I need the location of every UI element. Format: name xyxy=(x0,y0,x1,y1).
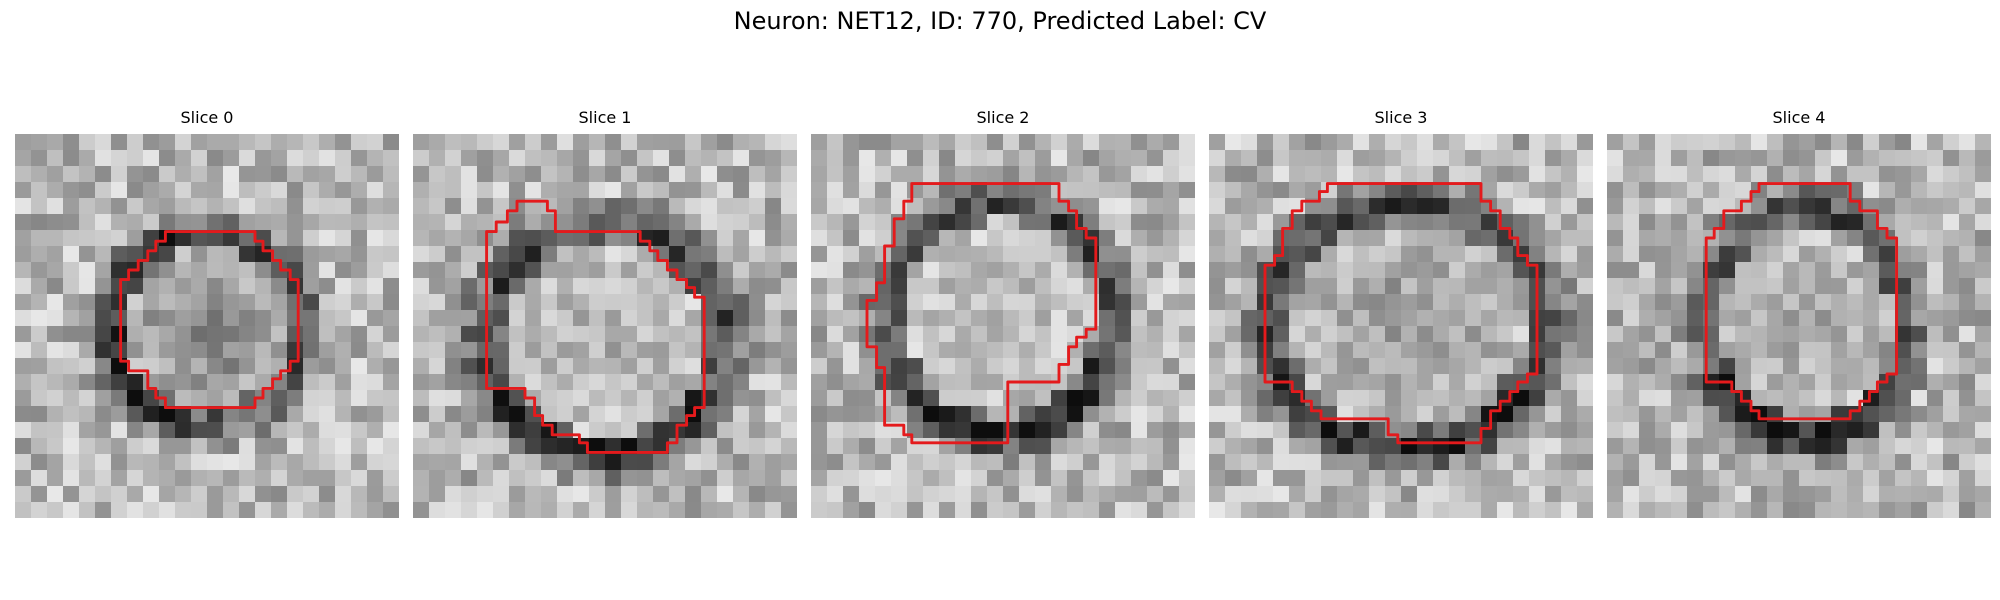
slice-title: Slice 4 xyxy=(1772,108,1826,127)
figure-title: Neuron: NET12, ID: 770, Predicted Label:… xyxy=(733,7,1267,35)
slice-panel-0: Slice 0 xyxy=(15,105,399,518)
pixel-grid xyxy=(1607,134,1991,518)
pixel-grid xyxy=(15,134,399,518)
slice-title: Slice 1 xyxy=(578,108,632,127)
cell-contour xyxy=(1263,182,1539,445)
cell-contour xyxy=(119,230,300,410)
slice-panel-4: Slice 4 xyxy=(1607,105,1991,518)
slice-panel-2: Slice 2 xyxy=(811,105,1195,518)
slice-image xyxy=(811,134,1195,518)
slice-image xyxy=(1209,134,1593,518)
slice-panel-1: Slice 1 xyxy=(413,105,797,518)
pixel-grid xyxy=(811,134,1195,518)
pixel-grid xyxy=(413,134,797,518)
cell-contour xyxy=(1704,182,1899,421)
slice-image xyxy=(1607,134,1991,518)
slice-image xyxy=(15,134,399,518)
cell-contour xyxy=(865,182,1098,445)
slice-title: Slice 2 xyxy=(976,108,1030,127)
pixel-grid xyxy=(1209,134,1593,518)
slice-title: Slice 0 xyxy=(180,108,234,127)
slice-panel-3: Slice 3 xyxy=(1209,105,1593,518)
cell-contour xyxy=(485,199,706,454)
slice-image xyxy=(413,134,797,518)
slice-title: Slice 3 xyxy=(1374,108,1428,127)
